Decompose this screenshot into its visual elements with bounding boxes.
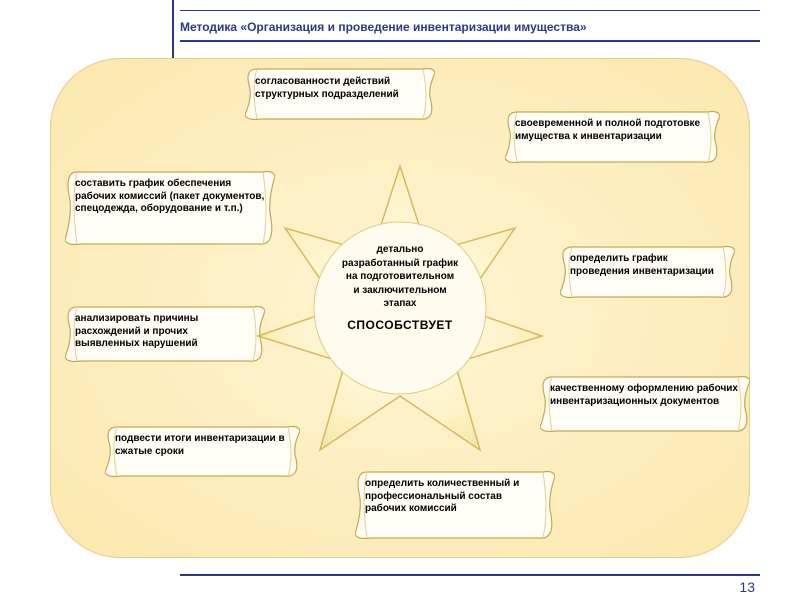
top-rule xyxy=(180,10,760,11)
center-bottom-text: СПОСОБСТВУЕТ xyxy=(320,317,480,333)
outer-node-text: анализировать причины расхождений и проч… xyxy=(75,313,255,351)
page-title: Методика «Организация и проведение инвен… xyxy=(180,20,760,34)
center-text-block: детальноразработанный графикна подготови… xyxy=(320,243,480,333)
outer-node-text: определить график проведения инвентариза… xyxy=(570,253,720,278)
page-number: 13 xyxy=(739,579,755,595)
outer-node-text: определить количественный и профессионал… xyxy=(365,478,545,516)
title-rule xyxy=(180,40,760,42)
outer-node-text: своевременной и полной подготовке имущес… xyxy=(515,118,705,143)
outer-node-text: подвести итоги инвентаризации в сжатые с… xyxy=(115,433,290,458)
outer-node-text: согласованности действий структурных под… xyxy=(255,76,425,101)
diagram-canvas: детальноразработанный графикна подготови… xyxy=(50,58,750,558)
bottom-rule xyxy=(180,574,760,576)
center-top-text: детальноразработанный графикна подготови… xyxy=(320,243,480,311)
outer-node-text: качественному оформлению рабочих инвента… xyxy=(550,383,745,408)
outer-node-text: составить график обеспечения рабочих ком… xyxy=(75,178,270,216)
